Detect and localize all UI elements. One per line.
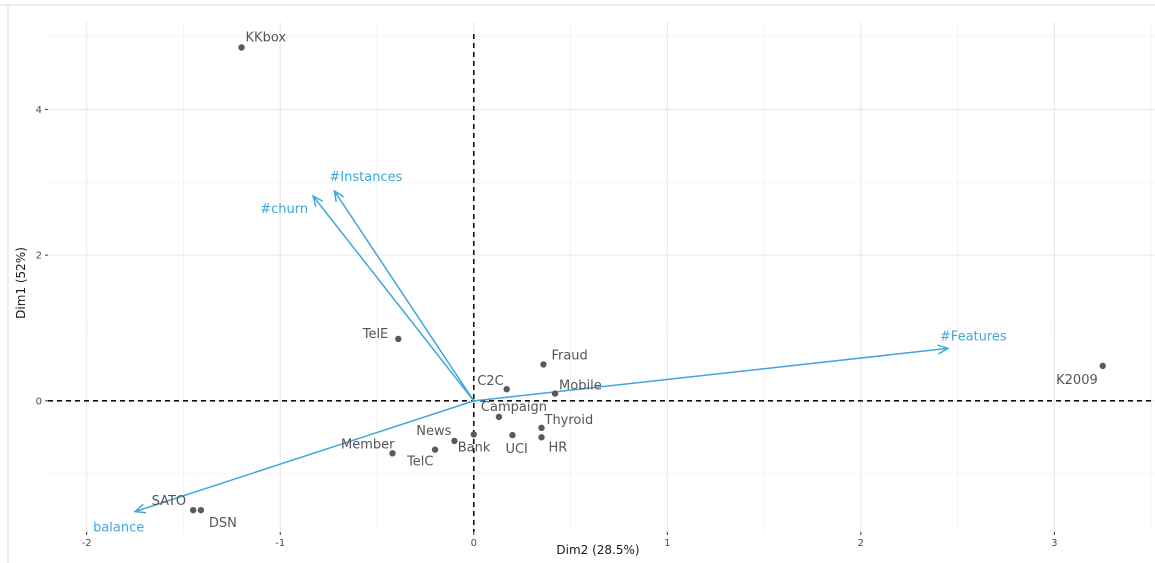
data-point xyxy=(238,44,245,51)
vector-arrowhead xyxy=(133,503,147,514)
data-point xyxy=(538,424,545,432)
point-label: Fraud xyxy=(551,348,587,363)
y-tick-label: 4 xyxy=(36,105,42,116)
data-point xyxy=(538,434,545,441)
point-label: TelC xyxy=(406,455,433,470)
point-label: Campaign xyxy=(481,400,547,415)
vector-arrow xyxy=(473,347,949,402)
grid xyxy=(48,22,1155,532)
vector-arrow xyxy=(134,400,475,513)
data-point xyxy=(540,361,547,368)
points: KKbox TelE Fraud C2C Mobile K2009 CampaignThyr… xyxy=(152,31,1106,531)
point-label: News xyxy=(416,424,451,439)
point-label: Bank xyxy=(458,440,491,455)
x-tick-label: 2 xyxy=(858,538,864,549)
data-point xyxy=(503,386,510,393)
point-label: DSN xyxy=(209,516,237,531)
vector-arrowhead xyxy=(937,344,950,355)
vector-label: balance xyxy=(93,521,144,536)
data-point xyxy=(470,431,477,438)
data-point xyxy=(495,413,503,421)
data-point xyxy=(551,390,559,397)
x-tick-label: 0 xyxy=(471,538,477,549)
data-point xyxy=(451,437,458,445)
vector-arrowhead xyxy=(312,194,324,207)
vector-arrow xyxy=(312,195,475,402)
reference-lines xyxy=(48,34,1155,532)
axis-ticks: -2 -1 0 1 2 3 0 2 4 xyxy=(36,105,1058,549)
point-label: Member xyxy=(341,437,395,452)
x-axis-title: Dim2 (28.5%) xyxy=(556,543,639,557)
vector-label: #Instances xyxy=(329,170,402,185)
data-point xyxy=(431,446,439,453)
point-label: TelE xyxy=(362,327,389,342)
vector-arrowhead xyxy=(333,189,345,203)
y-tick-label: 0 xyxy=(36,396,42,407)
data-point xyxy=(389,450,396,457)
point-label: KKbox xyxy=(246,31,287,46)
point-label: C2C xyxy=(477,374,503,389)
data-point xyxy=(197,506,205,514)
data-point xyxy=(189,506,197,514)
point-label: Thyroid xyxy=(544,413,594,428)
vector-label: #Features xyxy=(940,329,1007,344)
data-point xyxy=(1099,362,1106,370)
point-label: SATO xyxy=(152,494,187,509)
x-tick-label: -1 xyxy=(275,538,285,549)
point-label: UCI xyxy=(505,442,527,457)
y-axis-title: Dim1 (52%) xyxy=(14,247,28,319)
vector-label: #churn xyxy=(260,202,308,217)
point-label: HR xyxy=(549,440,568,455)
x-tick-label: 3 xyxy=(1051,538,1057,549)
point-label: K2009 xyxy=(1056,373,1098,388)
vectors: #Instances #churn #Features balance xyxy=(93,170,1007,536)
y-tick-label: 2 xyxy=(36,251,42,262)
point-label: Mobile xyxy=(559,379,602,394)
x-tick-label: -2 xyxy=(82,538,92,549)
data-point xyxy=(395,335,402,343)
x-tick-label: 1 xyxy=(664,538,670,549)
vector-arrow xyxy=(333,190,475,402)
data-point xyxy=(509,431,516,439)
